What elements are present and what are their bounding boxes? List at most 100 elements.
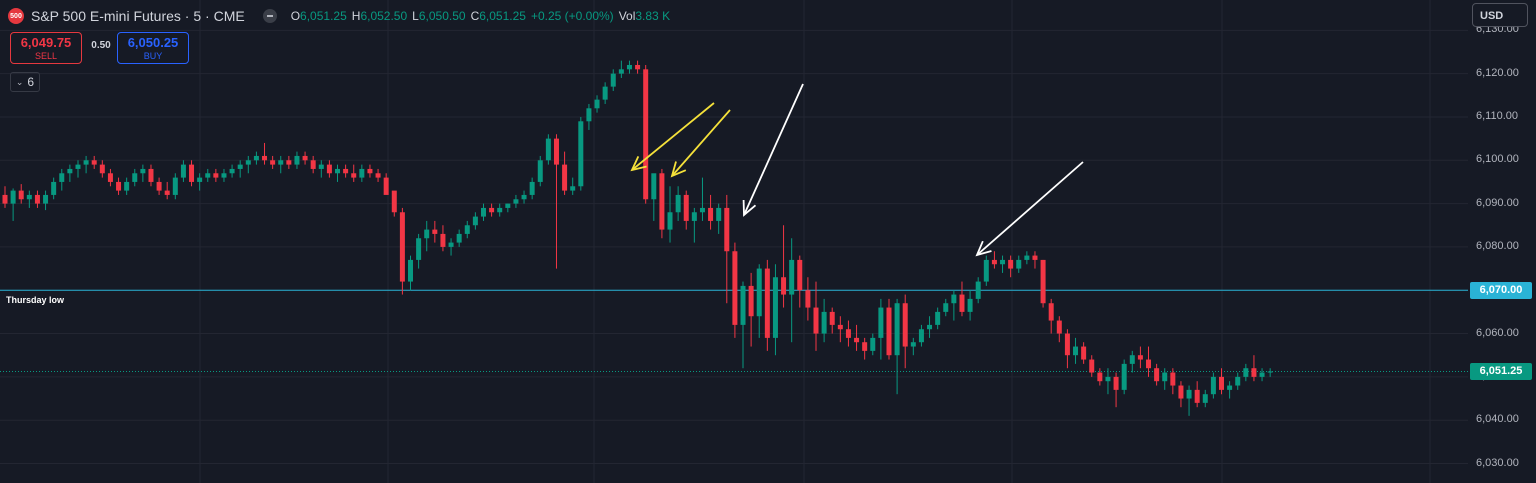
candle <box>1146 346 1152 377</box>
candle <box>829 307 835 334</box>
arrow-yellow-1-head <box>630 156 647 172</box>
candle-body <box>586 108 592 122</box>
candle-body <box>237 164 243 169</box>
candle <box>172 173 178 200</box>
candle-body <box>562 164 568 191</box>
candle-body <box>902 303 908 347</box>
candle <box>480 203 486 221</box>
candle <box>935 307 941 330</box>
candle <box>789 238 795 343</box>
candle-body <box>432 229 438 234</box>
candle <box>1202 389 1208 408</box>
candle-body <box>1089 359 1095 373</box>
candle <box>1178 381 1184 408</box>
candle-body <box>294 155 300 165</box>
candle-body <box>189 164 195 182</box>
candle-body <box>659 173 665 230</box>
candle <box>643 64 649 204</box>
candle <box>34 190 40 208</box>
candle <box>756 264 762 338</box>
candle <box>1154 363 1160 386</box>
candle <box>724 194 730 304</box>
candle <box>1251 355 1257 382</box>
candle <box>764 259 770 351</box>
candle <box>675 186 681 221</box>
candle-body <box>51 181 57 195</box>
candle <box>886 298 892 360</box>
candle-body <box>424 229 430 239</box>
candle-body <box>602 86 608 100</box>
candle-body <box>845 329 851 338</box>
candle <box>99 160 105 178</box>
hide-indicator-icon[interactable] <box>262 9 277 23</box>
symbol-title[interactable]: S&P 500 E-mini Futures · 5 · CME <box>31 8 245 24</box>
candle-body <box>1016 259 1022 269</box>
price-tick-label: 6,080.00 <box>1476 239 1519 252</box>
candle-body <box>440 233 446 247</box>
candle <box>1121 359 1127 395</box>
indicators-collapse-button[interactable]: ⌄ 6 <box>10 72 40 92</box>
close-key: C <box>470 9 480 23</box>
candle <box>659 168 665 239</box>
candle-body <box>967 298 973 312</box>
buy-button[interactable]: 6,050.25 BUY <box>117 32 189 64</box>
price-tick-label: 6,100.00 <box>1476 153 1519 166</box>
candle <box>586 103 592 130</box>
candle <box>699 177 705 221</box>
price-tick-label: 6,090.00 <box>1476 196 1519 209</box>
candle <box>1040 259 1046 308</box>
candle <box>375 168 381 182</box>
currency-select[interactable]: USD <box>1472 3 1528 27</box>
candle-body <box>416 238 422 260</box>
candle-body <box>1251 368 1257 377</box>
candle <box>1008 255 1014 278</box>
candle-body <box>34 194 40 204</box>
candle-body <box>708 207 714 221</box>
candle <box>1219 368 1224 395</box>
candle-body <box>18 190 24 200</box>
candle <box>1024 251 1030 265</box>
candle <box>805 277 811 321</box>
candle <box>26 190 32 208</box>
candle <box>318 160 324 178</box>
candlestick-chart[interactable] <box>0 0 1468 483</box>
candle-body <box>764 268 770 338</box>
candle-body <box>789 259 795 295</box>
low-key: L <box>412 9 419 23</box>
sell-price: 6,049.75 <box>20 35 72 50</box>
candle-body <box>651 173 657 200</box>
open-key: O <box>290 9 301 23</box>
candle-body <box>156 181 162 191</box>
candle <box>862 337 868 360</box>
candle <box>448 238 454 256</box>
candle <box>1259 368 1265 382</box>
chart-area[interactable] <box>0 0 1468 483</box>
candle-body <box>513 199 519 204</box>
candle <box>302 151 308 165</box>
candle <box>651 173 657 221</box>
candle <box>927 316 933 338</box>
candle-body <box>1267 371 1273 373</box>
candle <box>602 82 608 104</box>
candle-body <box>10 190 16 204</box>
candle-body <box>781 277 787 295</box>
candle <box>845 320 851 347</box>
candle-body <box>1186 389 1192 399</box>
candle-body <box>132 173 138 182</box>
candle-body <box>399 212 405 282</box>
candle <box>497 203 503 217</box>
candle <box>148 164 154 187</box>
price-axis[interactable]: 6,130.00 6,120.00 6,110.00 6,100.00 6,090.00… <box>1468 0 1536 483</box>
candle <box>416 233 422 269</box>
candle <box>683 190 689 230</box>
symbol-logo[interactable]: 500 <box>8 8 24 24</box>
candle <box>626 60 632 74</box>
candle <box>343 164 349 178</box>
volume-value: 3.83 K <box>635 9 671 23</box>
candle <box>43 190 49 211</box>
sell-button[interactable]: 6,049.75 SELL <box>10 32 82 64</box>
candle <box>213 168 219 182</box>
candle <box>902 294 908 369</box>
candle-body <box>391 190 397 213</box>
candle-body <box>464 225 470 234</box>
